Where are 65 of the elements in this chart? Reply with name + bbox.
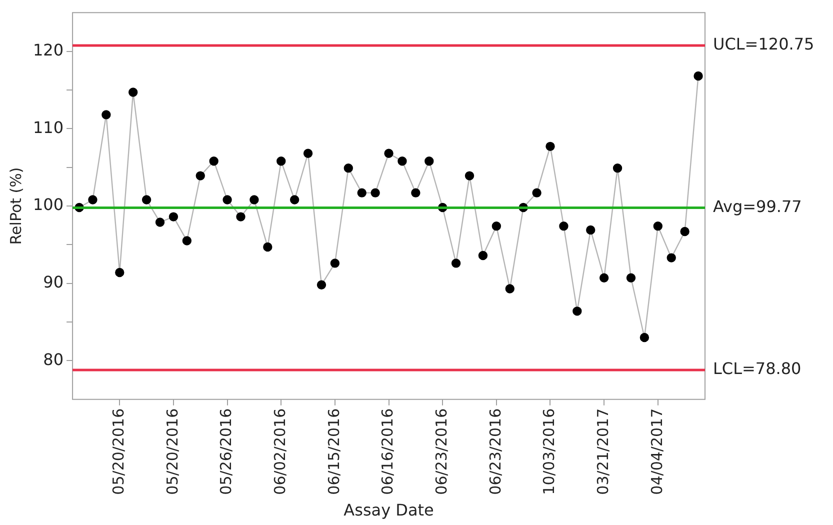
point [168, 212, 178, 222]
y-tick-label: 120 [32, 40, 64, 60]
ref-line-label: Avg=99.77 [713, 196, 802, 216]
point [612, 163, 622, 173]
point [424, 156, 434, 166]
point [532, 188, 542, 198]
y-tick-label: 90 [43, 272, 64, 292]
point [209, 156, 218, 166]
x-tick-label: 06/15/2016 [324, 408, 343, 495]
x-tick-label: 03/21/2017 [594, 408, 612, 495]
point [222, 195, 232, 204]
point [236, 212, 246, 222]
x-tick-label: 10/03/2016 [540, 408, 558, 495]
point [559, 221, 568, 231]
y-tick-label: 80 [43, 350, 64, 369]
point [142, 195, 152, 204]
x-tick-label: 05/20/2016 [163, 408, 182, 495]
point [330, 258, 340, 268]
point [155, 218, 165, 227]
point [182, 236, 192, 246]
point [88, 195, 98, 204]
point [357, 188, 366, 198]
point [290, 195, 300, 204]
point [680, 226, 690, 236]
point [505, 284, 514, 294]
point [492, 221, 502, 231]
x-tick-label: 06/02/2016 [271, 408, 290, 495]
point [694, 71, 703, 81]
point [316, 280, 326, 290]
x-tick-label: 05/26/2016 [217, 408, 236, 495]
x-tick-label: 05/20/2016 [110, 408, 128, 495]
point [196, 171, 205, 180]
ref-line-label: UCL=120.75 [713, 34, 814, 54]
x-tick-label: 06/23/2016 [486, 408, 504, 495]
point [276, 156, 286, 166]
y-tick-label: 110 [32, 118, 64, 137]
x-axis-title: Assay Date [344, 500, 434, 520]
point [599, 273, 609, 283]
point [572, 306, 582, 316]
point [640, 332, 650, 342]
point [626, 273, 636, 283]
x-tick-label: 04/04/2017 [648, 408, 666, 495]
point [102, 110, 111, 120]
point [370, 188, 380, 198]
point [478, 250, 488, 260]
point [666, 253, 676, 262]
point [451, 258, 461, 268]
point [344, 163, 353, 173]
point [411, 188, 420, 198]
y-axis-title: RelPot (%) [6, 167, 25, 245]
point [263, 242, 272, 252]
point [303, 148, 313, 158]
point [115, 268, 124, 278]
point [384, 148, 394, 158]
x-tick-label: 06/16/2016 [378, 408, 397, 495]
ref-line-label: LCL=78.80 [713, 359, 802, 378]
x-tick-label: 06/23/2016 [432, 408, 450, 495]
point [586, 225, 596, 235]
point [546, 142, 555, 152]
point [398, 156, 407, 166]
point [250, 195, 259, 204]
point [128, 88, 138, 97]
point [653, 221, 662, 231]
point [464, 171, 474, 180]
y-tick-label: 100 [32, 195, 64, 214]
